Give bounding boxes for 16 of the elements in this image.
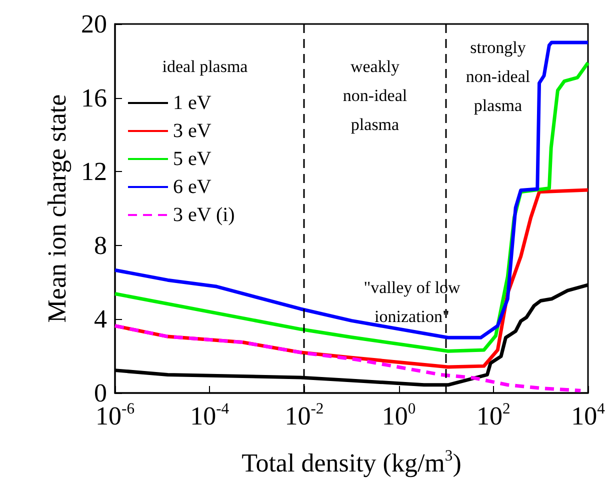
annotation: "valley of low ionization"	[364, 278, 462, 326]
y-axis-title: Mean ion charge state	[42, 94, 72, 323]
y-tick-label: 8	[94, 230, 107, 260]
y-tick-label: 0	[94, 378, 107, 408]
annotation: weakly non-ideal plasma	[342, 57, 408, 134]
legend-label: 3 eV	[173, 120, 212, 142]
y-tick-label: 4	[94, 304, 107, 334]
annotation: ideal plasma	[162, 57, 248, 76]
legend-label: 1 eV	[173, 92, 212, 114]
legend-label: 6 eV	[173, 176, 212, 198]
legend-label: 5 eV	[173, 148, 212, 170]
annotation: strongly non-ideal plasma	[466, 38, 530, 115]
y-tick-label: 16	[81, 83, 107, 112]
legend-label: 3 eV (i)	[173, 204, 235, 226]
y-tick-label: 12	[81, 157, 107, 186]
y-tick-label: 20	[81, 10, 107, 38]
